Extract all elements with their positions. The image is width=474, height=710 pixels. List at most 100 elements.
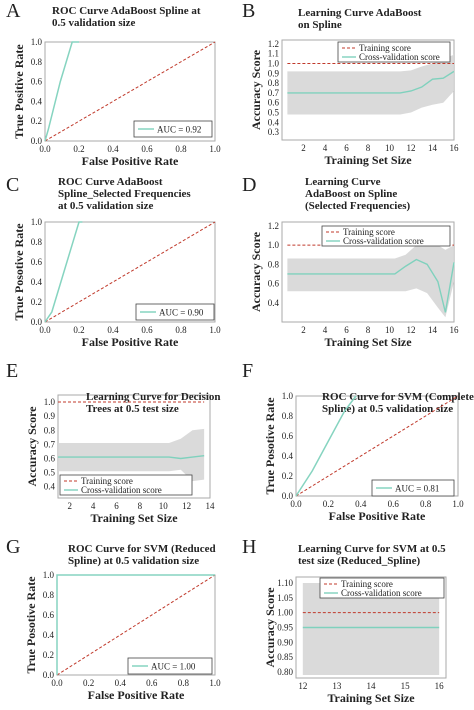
x-tick-label: 1.0 [209,678,221,688]
x-tick-label: 12 [407,143,416,153]
legend-box [135,303,215,321]
x-tick-label: 0.4 [355,499,367,509]
chart-title-c: Spline_Selected Frequencies [58,188,191,200]
x-tick-label: 8 [138,501,143,511]
chart-title-a: ROC Curve AdaBoost Spline at [52,5,201,17]
x-tick-label: 0.2 [73,144,84,154]
x-axis-label: Training Set Size [324,153,412,167]
y-tick-label: 0.8 [44,425,56,435]
y-tick-label: 0.6 [268,98,280,108]
y-tick-label: 0.6 [43,610,55,620]
y-tick-label: 1.00 [277,608,293,618]
legend-box [319,577,445,599]
y-tick-label: 0.80 [277,667,293,677]
legend-box [127,657,213,675]
x-tick-label: 2 [301,325,306,335]
y-axis-label: True Posotive Rate [24,576,38,674]
validation-score-line [287,70,455,94]
chart-title-g: ROC Curve for SVM (Reduced [68,543,216,555]
y-tick-label: 0.7 [44,439,56,449]
y-tick-label: 0.0 [31,317,43,327]
legend-label-training: Training score [81,476,133,486]
chance-line [44,221,216,323]
x-tick-label: 13 [332,681,342,691]
x-axis-label: False Positive Rate [82,154,179,168]
y-tick-label: 0.4 [44,482,56,492]
x-tick-label: 0.6 [146,678,158,688]
y-tick-label: 0.2 [31,297,42,307]
legend-box [133,120,213,138]
panel-letter-d: D [242,174,257,196]
panel-letter-a: A [6,0,21,22]
x-tick-label: 4 [323,325,328,335]
chart-title-h: Learning Curve for SVM at 0.5 [298,543,446,555]
legend-label-training: Training score [341,579,393,589]
y-tick-label: 1.1 [268,49,279,59]
y-tick-label: 0.0 [31,136,43,146]
chart-title-d: Learning Curve [305,176,381,188]
x-tick-label: 0.8 [175,144,187,154]
legend-box [337,41,451,63]
y-tick-label: 0.5 [44,468,56,478]
y-tick-label: 0.5 [268,108,280,118]
y-tick-label: 1.0 [31,217,43,227]
x-tick-label: 14 [428,325,438,335]
y-tick-label: 0.8 [31,237,43,247]
x-tick-label: 8 [366,325,371,335]
panel-letter-b: B [242,0,256,22]
y-axis-label: Accuracy Score [263,587,277,668]
chart-title-e: Learning Curve for Decision [86,391,221,403]
x-axis-label: Training Set Size [324,335,412,349]
x-tick-label: 6 [344,325,349,335]
y-axis-label: True Posotive Rate [263,397,277,495]
x-tick-label: 0.8 [178,678,190,688]
y-tick-label: 1.10 [277,578,293,588]
chance-line [56,574,216,676]
y-tick-label: 1.0 [43,570,55,580]
legend-label: AUC = 0.81 [395,484,439,494]
validation-score-line [58,454,205,460]
y-tick-label: 0.9 [268,68,280,78]
y-tick-label: 1.0 [282,391,294,401]
x-axis-label: Training Set Size [90,511,178,525]
x-tick-label: 2 [301,143,306,153]
roc-curve [44,41,79,142]
x-tick-label: 15 [401,681,411,691]
x-tick-label: 12 [407,325,416,335]
x-tick-label: 0.2 [73,325,84,335]
x-tick-label: 0.2 [83,678,94,688]
chart-title-b: Learning Curve AdaBoost [298,7,422,19]
x-tick-label: 0.0 [39,325,51,335]
y-tick-label: 0.4 [282,451,294,461]
validation-band [302,582,440,676]
x-tick-label: 14 [206,501,216,511]
y-tick-label: 0.9 [44,411,56,421]
chart-title-b: on Spline [298,19,342,31]
legend-label: AUC = 0.90 [159,308,204,318]
chart-a: ROC Curve AdaBoost Spline at0.5 validati… [12,5,221,168]
y-tick-label: 0.8 [43,590,55,600]
y-tick-label: 0.3 [268,127,280,137]
y-tick-label: 0.85 [277,652,293,662]
y-tick-label: 0.2 [31,116,42,126]
chance-line [44,41,216,142]
x-tick-label: 0.8 [175,325,187,335]
legend-label: AUC = 1.00 [151,662,196,672]
chart-title-e: Trees at 0.5 test size [86,403,179,415]
y-tick-label: 0.2 [43,650,54,660]
chart-title-g: Spline) at 0.5 validation size [68,555,199,567]
validation-band [287,54,454,115]
roc-curve [295,395,357,497]
x-tick-label: 12 [182,501,191,511]
legend-label-validation: Cross-validation score [341,588,422,598]
x-tick-label: 4 [323,143,328,153]
chart-title-d: AdaBoost on Spline [305,188,397,200]
x-tick-label: 2 [67,501,72,511]
y-tick-label: 1.0 [31,37,43,47]
x-tick-label: 6 [114,501,119,511]
legend-label-validation: Cross-validation score [81,485,162,495]
x-axis-label: Training Set Size [327,691,415,705]
